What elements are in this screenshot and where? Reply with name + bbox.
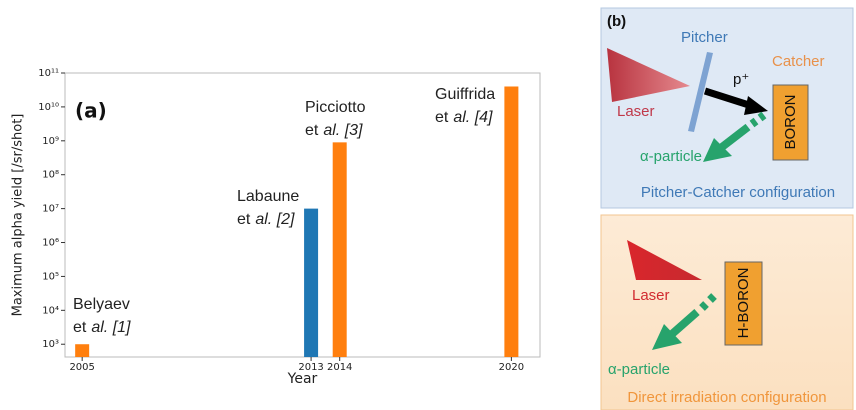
annotation-name: Guiffrida [435,86,495,103]
x-axis-label: Year [287,371,318,387]
laser-shape [627,240,702,280]
annotation-name: Picciotto [305,99,366,116]
laser-shape [607,48,690,102]
annotation-et: et [73,319,87,336]
target-label: H-BORON [735,268,752,339]
arrow-head [744,96,768,115]
annotation-cite: al. [4] [453,109,493,126]
alpha-dash [757,111,767,122]
y-tick-label: 10³ [42,339,59,350]
caption: Pitcher-Catcher configuration [641,184,835,201]
caption: Direct irradiation configuration [627,389,826,406]
target-box [724,261,763,346]
annotation-name: Labaune [237,188,299,205]
annotation-cite: al. [2] [255,211,295,228]
alpha-dash [749,117,759,128]
alpha-arrow [669,308,700,338]
annotation-ref: et al. [2] [237,211,295,228]
alpha-dash [699,301,709,311]
annotation-ref: et al. [3] [305,122,363,139]
y-tick-label: 10⁶ [42,238,59,249]
y-axis-label: Maximum alpha yield [/sr/shot] [11,114,26,317]
plot-frame [64,72,541,358]
bar [332,142,347,357]
alpha-label: α-particle [640,148,702,165]
y-tick-label: 10¹⁰ [38,102,59,113]
annotation-ref: et al. [1] [73,319,131,336]
annotation-cite: al. [1] [91,319,131,336]
arrow-head [652,324,682,350]
bar [504,86,519,357]
bar [75,344,90,357]
catcher-label: Catcher [772,53,825,70]
chart-a: 10³ 10⁴ 10⁵ 10⁶ 10⁷ 10⁸ 10⁹ 10¹⁰ 10¹¹ 2005 2013 201… [11,68,541,387]
laser-label: Laser [617,103,655,120]
laser-label: Laser [632,287,670,304]
pitcher-shape [688,52,713,132]
y-tick-label: 10¹¹ [38,68,59,79]
panel-label: (a) [75,99,107,123]
x-tick-label: 2005 [69,362,94,373]
y-tick-label: 10⁹ [42,136,59,147]
target-label: BORON [782,94,799,149]
x-tick-label: 2014 [327,362,352,373]
y-tick-label: 10⁷ [42,204,59,215]
annotation-et: et [305,122,319,139]
y-tick-label: 10⁵ [42,271,59,282]
panel-top [600,7,854,209]
annotation-et: et [435,109,449,126]
y-tick-label: 10⁸ [42,170,59,181]
proton-label: p⁺ [733,71,749,88]
x-tick-label: 2020 [499,362,524,373]
annotation-et: et [237,211,251,228]
bar [304,208,319,357]
panel-label: (b) [607,13,626,30]
annotation-name: Belyaev [73,296,130,313]
alpha-dash [707,293,717,303]
alpha-label: α-particle [608,361,670,378]
target-box [772,84,809,161]
annotation-cite: al. [3] [323,122,363,139]
alpha-arrow [719,123,751,151]
x-tick-label: 2013 [298,362,323,373]
y-tick-label: 10⁴ [42,305,59,316]
annotation-ref: et al. [4] [435,109,493,126]
pitcher-label: Pitcher [681,29,728,46]
proton-arrow [703,87,754,110]
arrow-head [703,138,732,162]
